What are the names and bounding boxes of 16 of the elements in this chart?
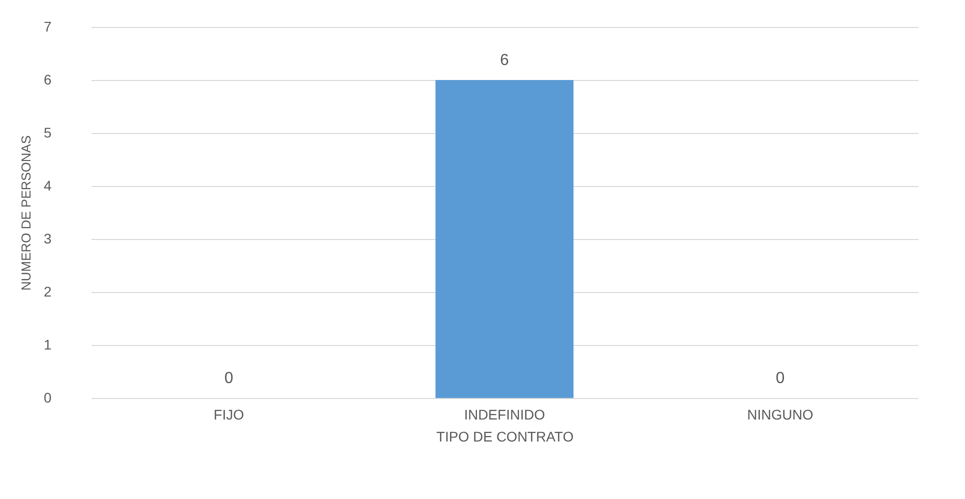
y-tick-label: 3 bbox=[44, 230, 52, 246]
y-axis-title: NUMERO DE PERSONAS bbox=[18, 135, 34, 291]
y-tick-label: 2 bbox=[44, 284, 52, 300]
data-label: 0 bbox=[776, 370, 785, 387]
x-tick-label: FIJO bbox=[214, 406, 244, 422]
x-tick-label: INDEFINIDO bbox=[464, 406, 546, 422]
y-tick-label: 0 bbox=[44, 390, 52, 406]
y-tick-label: 1 bbox=[44, 336, 52, 352]
y-tick-label: 5 bbox=[44, 124, 52, 140]
x-tick-label: NINGUNO bbox=[747, 406, 814, 422]
y-tick-label: 7 bbox=[44, 18, 52, 34]
data-label: 0 bbox=[224, 370, 234, 387]
data-label: 6 bbox=[500, 52, 510, 69]
y-tick-label: 6 bbox=[44, 72, 52, 88]
y-tick-label: 4 bbox=[44, 178, 52, 194]
x-axis-title: TIPO DE CONTRATO bbox=[436, 428, 574, 444]
